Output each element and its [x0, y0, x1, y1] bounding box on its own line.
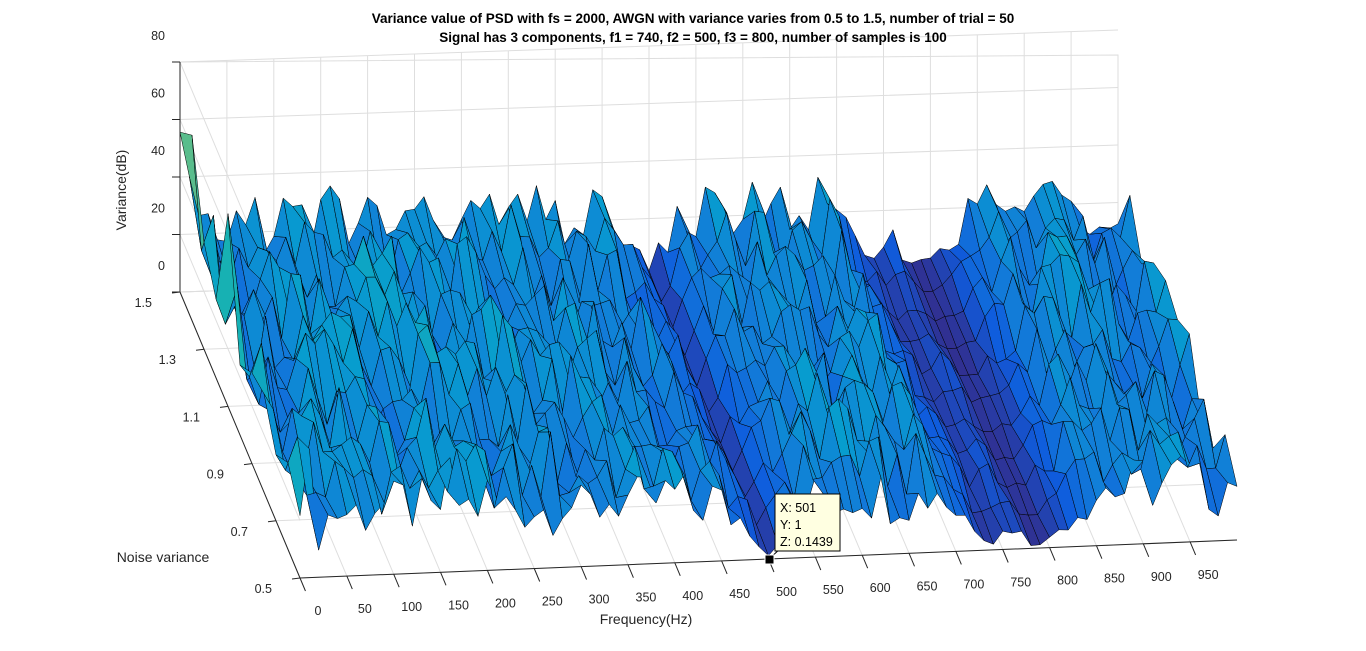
x-tick-label: 450 — [729, 587, 750, 601]
x-tick-label: 800 — [1057, 574, 1078, 588]
surface-facet — [1215, 434, 1238, 487]
x-tick-label: 0 — [315, 604, 322, 618]
z-tick-label: 20 — [151, 202, 165, 216]
y-axis-line — [179, 291, 301, 579]
datatip-x: X: 501 — [780, 501, 816, 515]
surface-plot — [179, 131, 1238, 557]
z-axis-label: Variance(dB) — [113, 150, 129, 231]
y-tick-label: 1.1 — [183, 410, 200, 424]
z-tick-label: 60 — [151, 87, 165, 101]
z-tick-label: 80 — [151, 29, 165, 43]
x-tick-labels: 0 50 100 150 200 250 300 350 400 450 500 550 600 650 7… — [299, 541, 1219, 618]
x-tick-label: 950 — [1198, 568, 1219, 582]
datatip-box — [774, 493, 841, 552]
x-tick-label: 250 — [542, 595, 563, 609]
x-tick-label: 400 — [682, 589, 703, 603]
y-axis-label: Noise variance — [117, 549, 210, 565]
y-tick-labels: 0.5 0.7 0.9 1.1 1.3 1.5 — [135, 291, 301, 596]
x-tick-label: 150 — [448, 598, 469, 612]
x-tick-label: 100 — [401, 600, 422, 614]
y-tick-label: 0.9 — [207, 468, 224, 482]
x-tick-label: 900 — [1151, 570, 1172, 584]
x-tick-label: 550 — [823, 583, 844, 597]
datatip[interactable]: X: 501 Y: 1 Z: 0.1439 — [764, 493, 841, 565]
x-tick-label: 700 — [963, 577, 984, 591]
datatip-y: Y: 1 — [780, 518, 802, 532]
x-tick-label: 750 — [1010, 576, 1031, 590]
x-tick-label: 650 — [917, 579, 938, 593]
x-tick-label: 350 — [636, 591, 657, 605]
y-tick-label: 0.7 — [231, 525, 248, 539]
y-tick-label: 0.5 — [255, 582, 272, 596]
x-tick-label: 850 — [1104, 572, 1125, 586]
datatip-marker — [764, 554, 775, 565]
z-tick-label: 40 — [151, 144, 165, 158]
x-tick-label: 200 — [495, 596, 516, 610]
x-tick-label: 300 — [589, 593, 610, 607]
x-tick-label: 500 — [776, 585, 797, 599]
x-tick-label: 600 — [870, 581, 891, 595]
y-tick-label: 1.5 — [135, 296, 152, 310]
x-tick-label: 50 — [358, 602, 372, 616]
chart-title-line-2: Signal has 3 components, f1 = 740, f2 = … — [439, 30, 947, 45]
y-tick-label: 1.3 — [159, 353, 176, 367]
datatip-z: Z: 0.1439 — [780, 535, 833, 549]
x-axis-label: Frequency(Hz) — [600, 611, 693, 627]
chart-title-line-1: Variance value of PSD with fs = 2000, AW… — [372, 11, 1015, 26]
z-tick-labels: 0 20 40 60 80 — [151, 29, 180, 293]
z-tick-label: 0 — [158, 259, 165, 273]
